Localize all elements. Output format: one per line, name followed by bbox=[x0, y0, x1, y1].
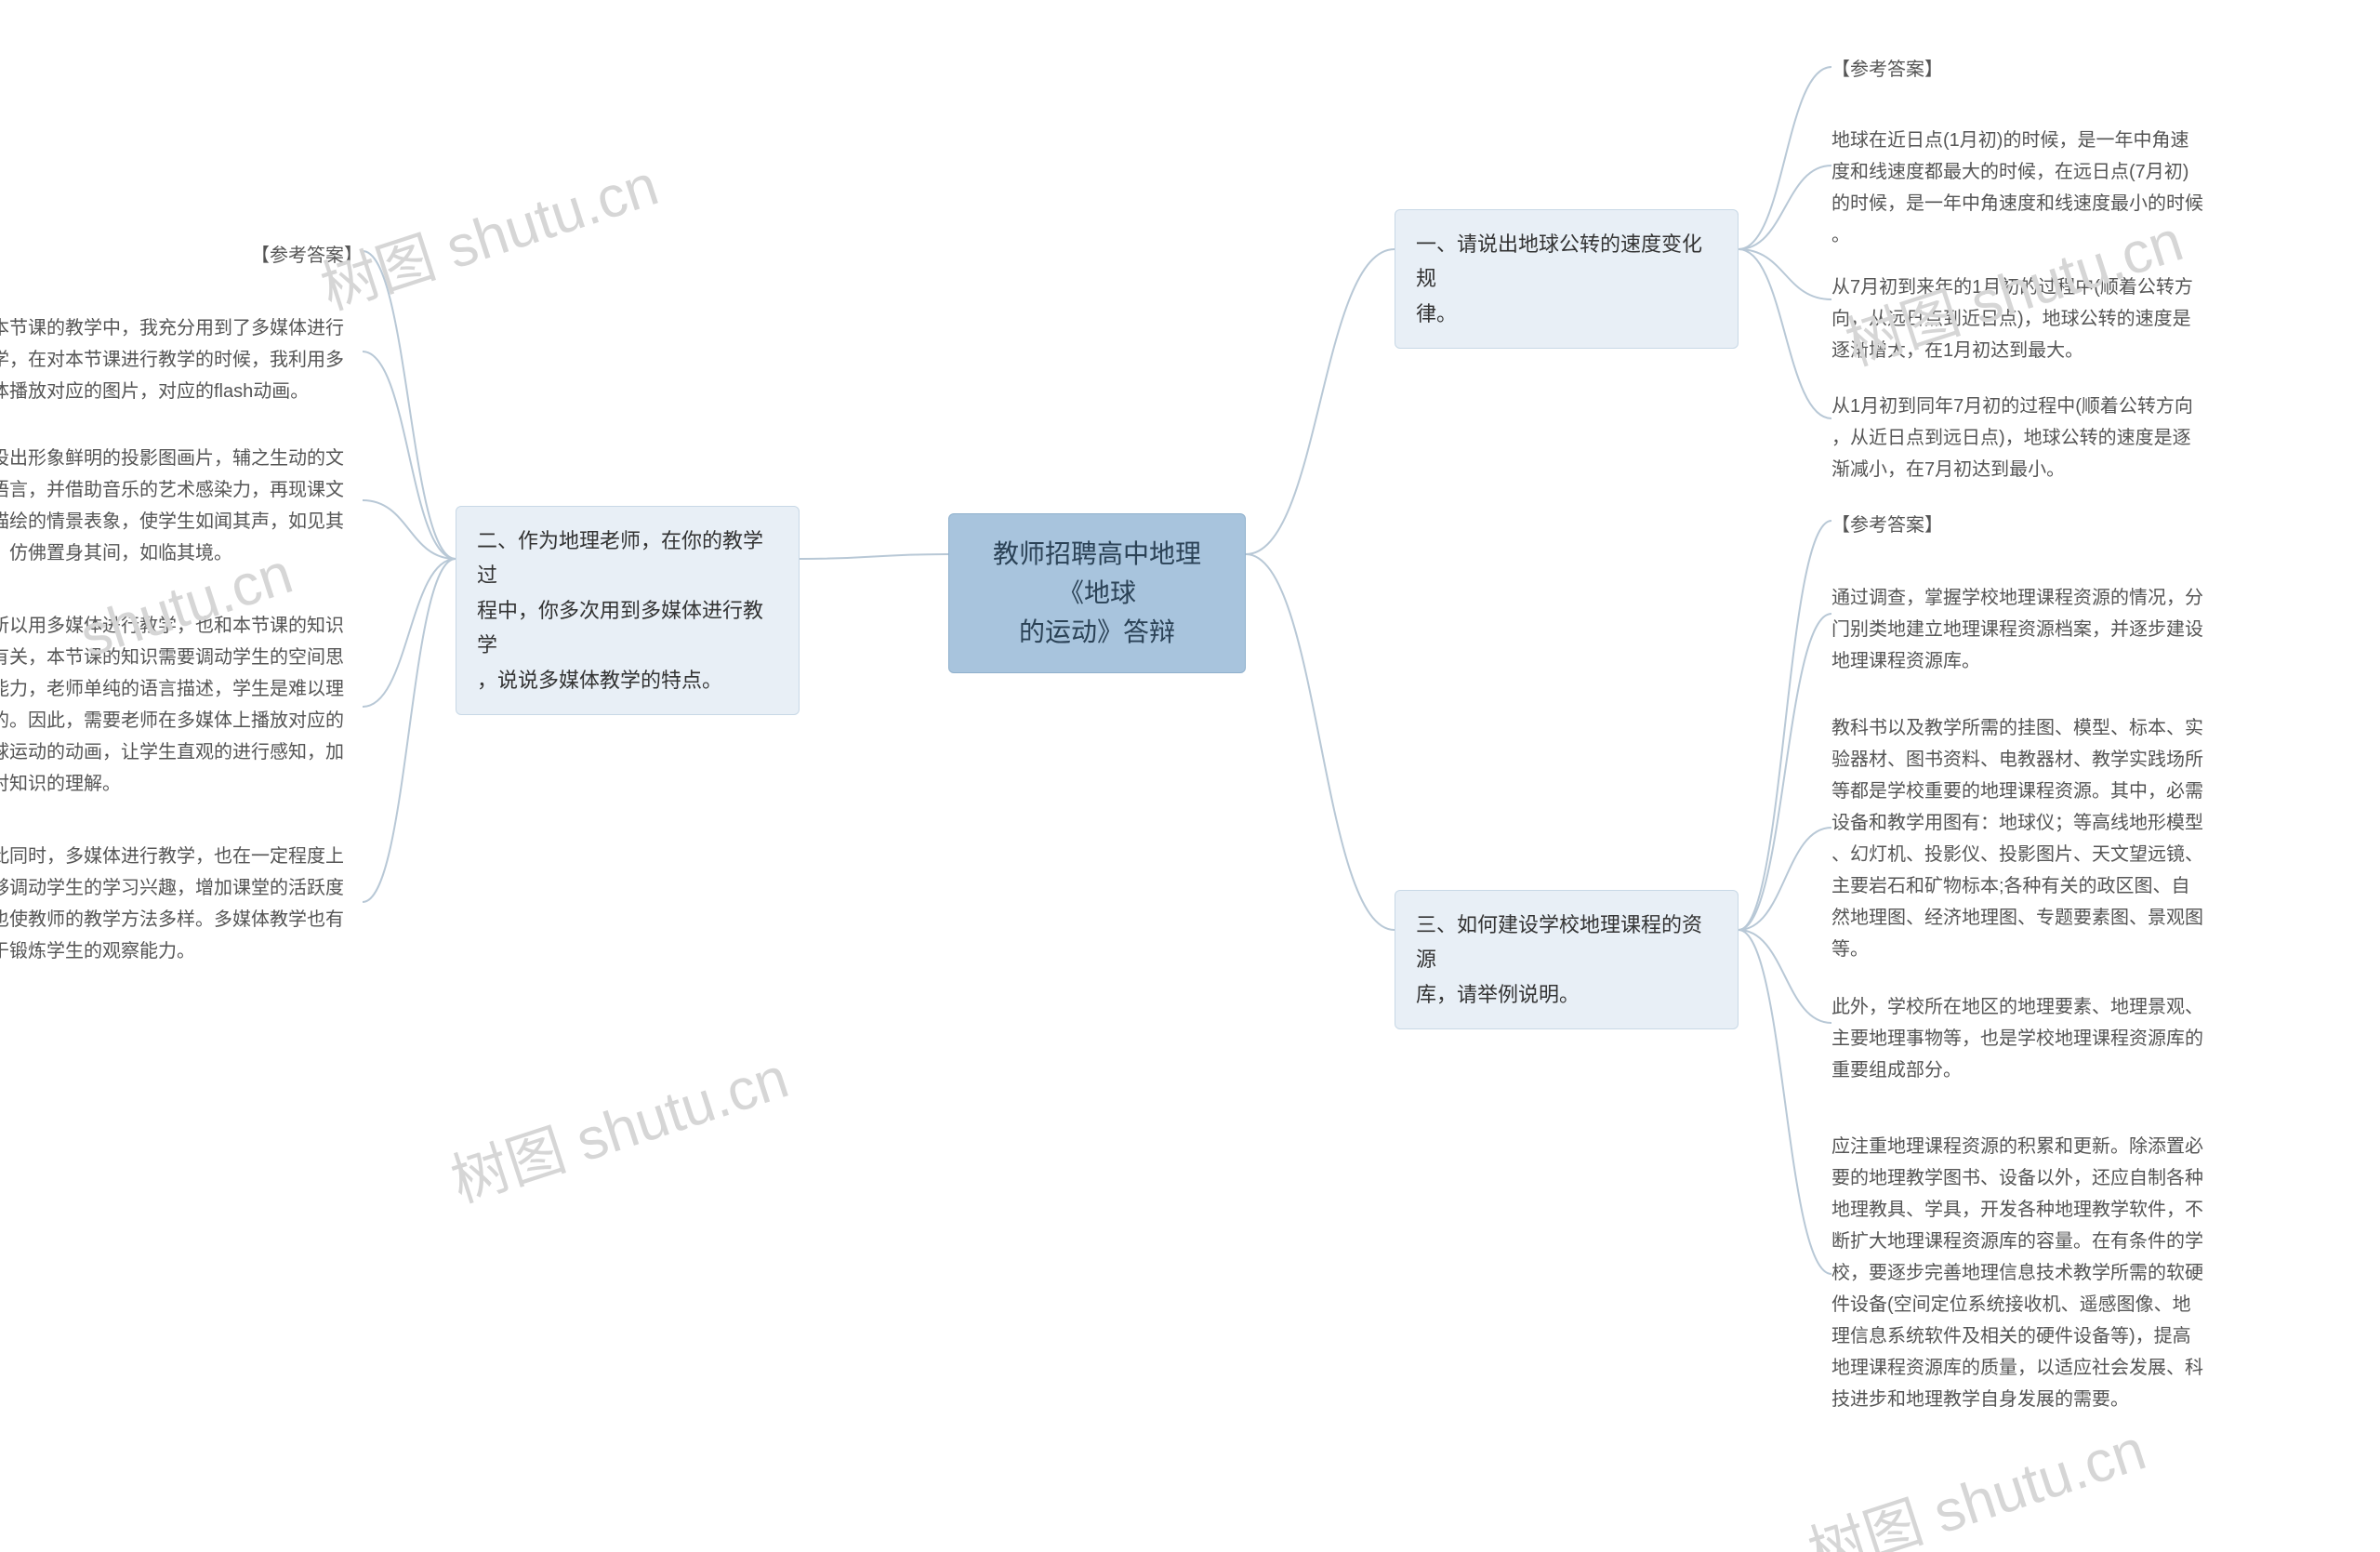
branch-node-2[interactable]: 二、作为地理老师，在你的教学过 程中，你多次用到多媒体进行教学 ，说说多媒体教学… bbox=[456, 506, 800, 715]
watermark: 树图 shutu.cn bbox=[309, 138, 667, 325]
leaf-b3-4: 应注重地理课程资源的积累和更新。除添置必 要的地理教学图书、设备以外，还应自制各… bbox=[1831, 1125, 2231, 1421]
leaf-b1-3: 从1月初到同年7月初的过程中(顺着公转方向 ，从近日点到远日点)，地球公转的速度… bbox=[1831, 385, 2222, 491]
leaf-b1-1: 地球在近日点(1月初)的时候，是一年中角速 度和线速度都最大的时候，在远日点(7… bbox=[1831, 119, 2222, 257]
branch-node-1[interactable]: 一、请说出地球公转的速度变化规 律。 bbox=[1395, 209, 1739, 349]
branch-1-label: 一、请说出地球公转的速度变化规 律。 bbox=[1416, 232, 1702, 325]
branch-node-3[interactable]: 三、如何建设学校地理课程的资源 库，请举例说明。 bbox=[1395, 890, 1739, 1029]
leaf-b3-2: 教科书以及教学所需的挂图、模型、标本、实 验器材、图书资料、电教器材、教学实践场… bbox=[1831, 707, 2231, 971]
leaf-b3-3: 此外，学校所在地区的地理要素、地理景观、 主要地理事物等，也是学校地理课程资源库… bbox=[1831, 986, 2222, 1092]
leaf-b2-2: 创设出形象鲜明的投影图画片，辅之生动的文 学语言，并借助音乐的艺术感染力，再现课… bbox=[0, 437, 363, 575]
branch-2-label: 二、作为地理老师，在你的教学过 程中，你多次用到多媒体进行教学 ，说说多媒体教学… bbox=[477, 529, 763, 692]
branch-3-label: 三、如何建设学校地理课程的资源 库，请举例说明。 bbox=[1416, 913, 1702, 1006]
leaf-b2-3: 之所以用多媒体进行教学，也和本节课的知识 点有关，本节课的知识需要调动学生的空间… bbox=[0, 604, 363, 805]
leaf-b1-2: 从7月初到来年的1月初的过程中(顺着公转方 向，从远日点到近日点)，地球公转的速… bbox=[1831, 266, 2222, 372]
leaf-b2-4: 与此同时，多媒体进行教学，也在一定程度上 能够调动学生的学习兴趣，增加课堂的活跃… bbox=[0, 835, 363, 973]
leaf-b1-0: 【参考答案】 bbox=[1831, 48, 2222, 91]
root-text: 教师招聘高中地理《地球 的运动》答辩 bbox=[993, 539, 1201, 646]
watermark: 树图 shutu.cn bbox=[439, 1030, 797, 1218]
leaf-b3-0: 【参考答案】 bbox=[1831, 504, 2222, 547]
leaf-b2-0: 【参考答案】 bbox=[0, 234, 363, 277]
leaf-b2-1: 在本节课的教学中，我充分用到了多媒体进行 教学，在对本节课进行教学的时候，我利用… bbox=[0, 307, 363, 413]
leaf-b3-1: 通过调查，掌握学校地理课程资源的情况，分 门别类地建立地理课程资源档案，并逐步建… bbox=[1831, 577, 2222, 683]
root-node[interactable]: 教师招聘高中地理《地球 的运动》答辩 bbox=[948, 513, 1246, 673]
watermark: 树图 shutu.cn bbox=[1796, 1402, 2154, 1552]
